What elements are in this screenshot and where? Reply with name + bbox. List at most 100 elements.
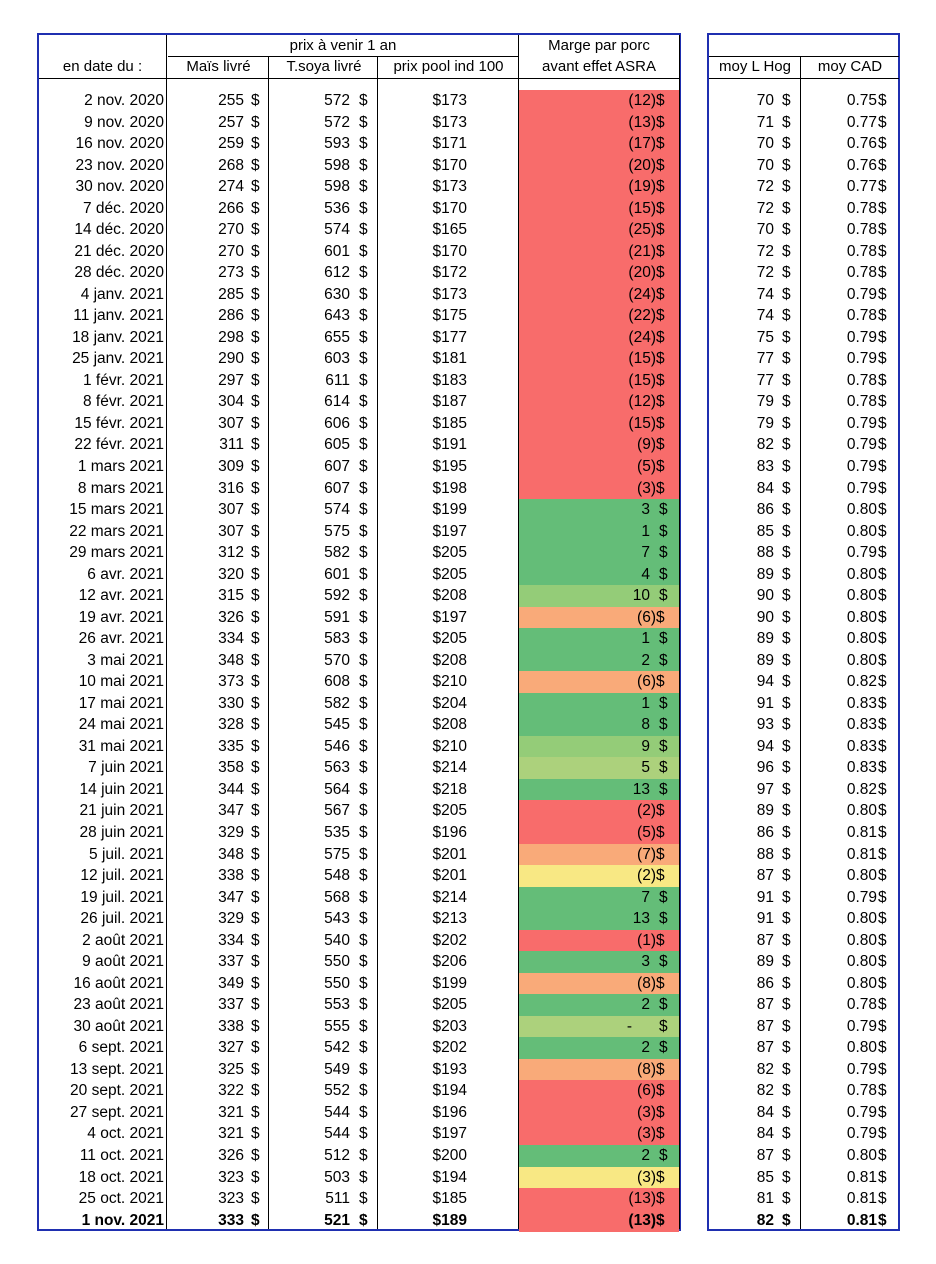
marge-currency: $: [659, 587, 668, 605]
marge-currency: $: [656, 135, 665, 153]
cad-value: 0.80: [846, 1039, 877, 1057]
marge-value: 2: [641, 651, 650, 669]
pool-value: $175: [432, 307, 467, 325]
cad-currency: $: [878, 479, 887, 497]
marge-value: (3): [637, 1103, 656, 1121]
hog-value: 82: [756, 1060, 774, 1078]
soya-value: 549: [324, 1060, 350, 1078]
soya-currency: $: [359, 931, 368, 949]
mais-currency: $: [251, 953, 260, 971]
cad-currency: $: [878, 1146, 887, 1164]
hog-value: 85: [756, 1168, 774, 1186]
hog-currency: $: [782, 350, 791, 368]
date-cell: 1 févr. 2021: [82, 371, 164, 389]
marge-value: (3): [637, 479, 656, 497]
hog-currency: $: [782, 178, 791, 196]
cad-currency: $: [878, 608, 887, 626]
header-pool: prix pool ind 100: [393, 58, 504, 75]
date-cell: 19 avr. 2021: [78, 608, 164, 626]
mais-currency: $: [251, 651, 260, 669]
soya-currency: $: [359, 845, 368, 863]
column-divider: [377, 56, 379, 1229]
header-mais: Maïs livré: [186, 58, 251, 75]
soya-value: 540: [324, 931, 350, 949]
table-row: 23 août 2021 337 $553 $ $205 2 $87 $0.78 $: [0, 994, 936, 1016]
marge-value: 13: [632, 780, 650, 798]
marge-cell-fill: [519, 628, 679, 651]
date-cell: 6 sept. 2021: [78, 1039, 164, 1057]
date-cell: 18 janv. 2021: [72, 328, 164, 346]
soya-currency: $: [359, 1211, 368, 1229]
pool-value: $218: [432, 780, 467, 798]
marge-cell-fill: [519, 348, 679, 371]
pool-value: $203: [432, 1017, 467, 1035]
mais-value: 268: [218, 156, 244, 174]
date-cell: 3 mai 2021: [87, 651, 164, 669]
mais-value: 297: [218, 371, 244, 389]
cad-currency: $: [878, 436, 887, 454]
table-row: 2 août 2021 334 $540 $ $202 (1) $87 $0.80 $: [0, 930, 936, 952]
mais-value: 307: [218, 522, 244, 540]
marge-cell-fill: [519, 369, 679, 392]
cad-value: 0.81: [846, 1168, 877, 1186]
pool-value: $208: [432, 587, 467, 605]
mais-currency: $: [251, 285, 260, 303]
cad-value: 0.80: [846, 910, 877, 928]
table-row: 29 mars 2021 312 $582 $ $205 7 $88 $0.79 $: [0, 542, 936, 564]
marge-currency: $: [659, 1017, 668, 1035]
date-cell: 15 mars 2021: [69, 501, 164, 519]
cad-currency: $: [878, 544, 887, 562]
cad-currency: $: [878, 242, 887, 260]
pool-value: $205: [432, 630, 467, 648]
marge-currency: $: [656, 479, 665, 497]
cad-currency: $: [878, 135, 887, 153]
header-soya: T.soya livré: [286, 58, 362, 75]
hog-currency: $: [782, 393, 791, 411]
soya-currency: $: [359, 974, 368, 992]
marge-cell-fill: [519, 563, 679, 586]
cad-value: 0.80: [846, 522, 877, 540]
cad-value: 0.83: [846, 759, 877, 777]
pool-value: $194: [432, 1168, 467, 1186]
cad-value: 0.79: [846, 479, 877, 497]
cad-value: 0.80: [846, 587, 877, 605]
mais-currency: $: [251, 780, 260, 798]
mais-currency: $: [251, 350, 260, 368]
marge-currency: $: [656, 393, 665, 411]
mais-value: 257: [218, 113, 244, 131]
date-cell: 12 juil. 2021: [80, 867, 164, 885]
cad-value: 0.79: [846, 458, 877, 475]
marge-currency: $: [656, 1168, 665, 1186]
pool-value: $173: [432, 178, 467, 196]
marge-currency: $: [659, 1039, 668, 1057]
table-row: 1 févr. 2021 297 $611 $ $183 (15) $77 $0.78 $: [0, 370, 936, 392]
hog-currency: $: [782, 931, 791, 949]
date-cell: 6 avr. 2021: [87, 565, 164, 583]
date-cell: 1 mars 2021: [77, 458, 164, 475]
marge-cell-fill: [519, 133, 679, 156]
hog-currency: $: [782, 199, 791, 217]
hog-value: 89: [756, 630, 774, 648]
table-row: 9 nov. 2020 257 $572 $ $173 (13) $71 $0.77 $: [0, 112, 936, 134]
mais-currency: $: [251, 544, 260, 562]
table-row: 4 janv. 2021 285 $630 $ $173 (24) $74 $0.79 $: [0, 284, 936, 306]
cad-currency: $: [878, 910, 887, 928]
cad-value: 0.81: [846, 824, 877, 842]
marge-currency: $: [656, 264, 665, 282]
mais-currency: $: [251, 888, 260, 906]
mais-value: 347: [218, 802, 244, 820]
hog-value: 86: [756, 824, 774, 842]
marge-currency: $: [656, 1060, 665, 1078]
table-row: 26 juil. 2021 329 $543 $ $213 13 $91 $0.80 $: [0, 908, 936, 930]
cad-currency: $: [878, 802, 887, 820]
marge-value: 1: [641, 694, 650, 712]
hog-value: 91: [756, 888, 774, 906]
soya-value: 535: [324, 824, 350, 842]
table-row: 1 mars 2021 309 $607 $ $195 (5) $83 $0.79 $: [0, 456, 936, 478]
table-row: 28 juin 2021 329 $535 $ $196 (5) $86 $0.81 $: [0, 822, 936, 844]
cad-value: 0.80: [846, 1146, 877, 1164]
hog-value: 87: [756, 867, 774, 885]
pool-value: $210: [432, 673, 467, 691]
marge-currency: $: [656, 414, 665, 432]
date-cell: 13 sept. 2021: [70, 1060, 164, 1078]
